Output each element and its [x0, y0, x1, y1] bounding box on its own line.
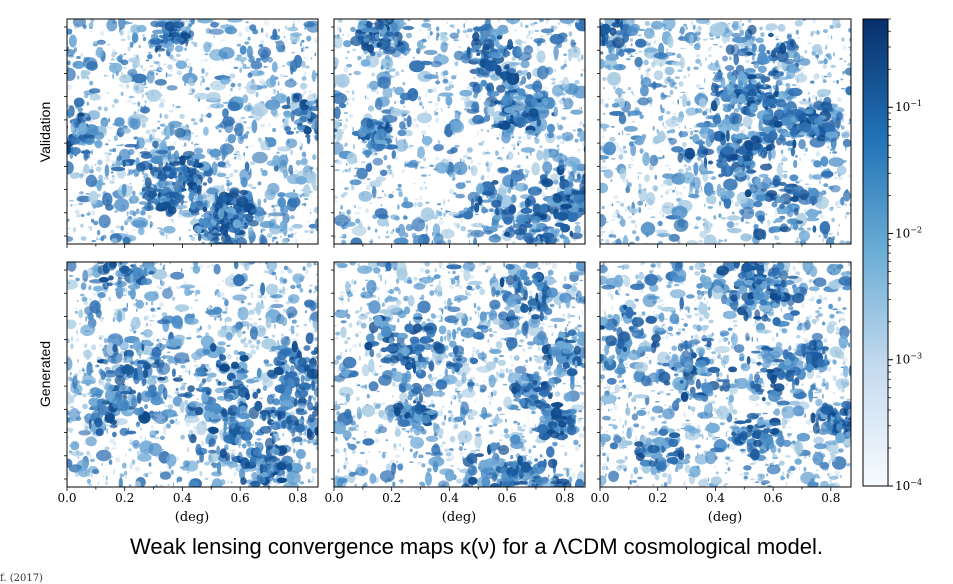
convergence-map-validation-1 — [42, 15, 346, 267]
x-tick-label: 0.4 — [706, 491, 725, 505]
convergence-map-generated-1 — [62, 243, 350, 494]
x-tick-label: 0.4 — [440, 491, 459, 505]
row-label-generated: Generated — [37, 341, 53, 407]
x-tick-label: 0.6 — [231, 491, 250, 505]
cut-off-text: f. (2017) — [0, 574, 43, 584]
x-axis-label: (deg) — [708, 510, 742, 525]
convergence-map-validation-3 — [562, 0, 857, 250]
x-tick-label: 0.8 — [555, 491, 574, 505]
x-tick-label: 0.2 — [382, 491, 401, 505]
convergence-map-figure: Validation Generated (deg) (deg) (deg) 0… — [0, 0, 953, 530]
x-axis-label: (deg) — [175, 510, 209, 525]
x-tick-label: 0.0 — [57, 491, 76, 505]
convergence-map-generated-3 — [586, 245, 863, 491]
x-tick-label: 0.6 — [764, 491, 783, 505]
x-tick-label: 0.4 — [173, 491, 192, 505]
colorbar-tick-label: 10−1 — [895, 99, 922, 114]
convergence-map-generated-2 — [331, 257, 596, 514]
x-tick-label: 0.8 — [288, 491, 307, 505]
colorbar-tick-label: 10−3 — [895, 352, 922, 367]
x-tick-label: 0.8 — [821, 491, 840, 505]
convergence-map-validation-2 — [328, 13, 622, 265]
colorbar-tick-label: 10−4 — [895, 478, 922, 493]
colorbar — [863, 19, 888, 486]
x-tick-label: 0.6 — [498, 491, 517, 505]
figure-caption: Weak lensing convergence maps κ(ν) for a… — [0, 534, 953, 560]
x-tick-label: 0.2 — [115, 491, 134, 505]
row-label-validation: Validation — [37, 102, 53, 162]
x-tick-label: 0.2 — [648, 491, 667, 505]
x-axis-label: (deg) — [442, 510, 476, 525]
x-tick-label: 0.0 — [590, 491, 609, 505]
x-tick-label: 0.0 — [324, 491, 343, 505]
colorbar-tick-label: 10−2 — [895, 225, 922, 240]
